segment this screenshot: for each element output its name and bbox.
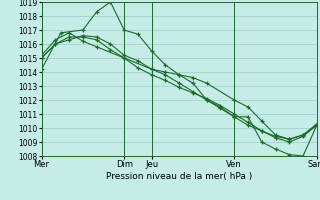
X-axis label: Pression niveau de la mer( hPa ): Pression niveau de la mer( hPa ) [106,172,252,181]
